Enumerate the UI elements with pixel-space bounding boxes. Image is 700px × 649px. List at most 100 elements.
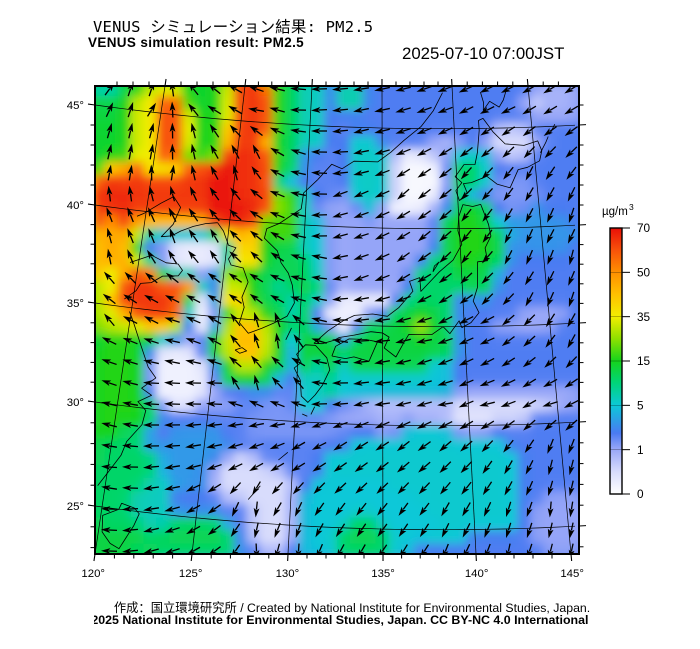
pm25-cell xyxy=(375,135,390,151)
pm25-cell xyxy=(104,86,119,98)
pm25-cell xyxy=(220,425,235,440)
pm25-cell xyxy=(530,438,545,453)
pm25-cell xyxy=(375,214,390,230)
pm25-cell xyxy=(143,543,158,554)
pm25-cell xyxy=(117,425,132,440)
pm25-cell xyxy=(427,464,442,480)
pm25-cell xyxy=(195,398,210,414)
pm25-cell xyxy=(349,543,364,554)
pm25-cell xyxy=(79,215,93,229)
pm25-cell xyxy=(375,175,390,190)
pm25-cell xyxy=(504,306,519,322)
pm25-cell xyxy=(569,135,579,151)
pm25-cell xyxy=(117,385,132,401)
pm25-cell xyxy=(402,557,416,571)
pm25-cell xyxy=(324,109,339,124)
pm25-cell xyxy=(169,109,184,124)
pm25-cell xyxy=(427,188,442,203)
pm25-cell xyxy=(582,346,596,360)
pm25-cell xyxy=(349,175,364,190)
pm25-cell xyxy=(582,202,596,216)
pm25-cell xyxy=(130,425,145,440)
pm25-cell xyxy=(298,491,313,506)
pm25-cell xyxy=(195,201,210,216)
pm25-cell xyxy=(195,438,210,453)
pm25-cell xyxy=(233,451,248,466)
pm25-cell xyxy=(504,398,519,414)
meridian-line xyxy=(287,86,313,554)
pm25-cell xyxy=(427,162,442,177)
pm25-cell xyxy=(169,346,184,361)
pm25-cell xyxy=(95,412,106,427)
pm25-cell xyxy=(298,227,313,243)
parallel-line xyxy=(95,302,576,328)
pm25-cell xyxy=(388,148,403,164)
pm25-cell xyxy=(530,398,545,414)
pm25-cell xyxy=(95,214,106,230)
pm25-cell xyxy=(259,464,274,480)
pm25-cell xyxy=(233,188,248,203)
pm25-cell xyxy=(259,162,274,177)
pm25-cell xyxy=(543,346,558,361)
pm25-cell xyxy=(362,359,377,374)
pm25-cell xyxy=(414,109,429,124)
pm25-cell xyxy=(233,412,248,427)
coastline xyxy=(432,261,440,273)
pm25-cell xyxy=(543,306,558,322)
pm25-cell xyxy=(298,425,313,440)
pm25-cell xyxy=(504,175,519,190)
pm25-cell xyxy=(182,162,197,177)
pm25-cell xyxy=(220,188,235,203)
pm25-cell xyxy=(208,385,223,401)
pm25-cell xyxy=(349,385,364,401)
pm25-cell xyxy=(349,135,364,151)
pm25-cell xyxy=(195,464,210,480)
pm25-cell xyxy=(324,280,339,295)
pm25-cell xyxy=(362,254,377,269)
pm25-cell xyxy=(556,320,571,335)
pm25-cell xyxy=(95,280,106,295)
pm25-cell xyxy=(182,254,197,269)
pm25-cell xyxy=(324,267,339,282)
pm25-cell xyxy=(156,227,171,243)
pm25-cell xyxy=(401,241,416,256)
pm25-cell xyxy=(337,70,351,84)
pm25-cell xyxy=(195,425,210,440)
pm25-cell xyxy=(466,122,481,137)
pm25-cell xyxy=(285,438,300,453)
pm25-cell xyxy=(169,451,184,466)
pm25-cell xyxy=(349,320,364,335)
pm25-cell xyxy=(427,267,442,282)
pm25-cell xyxy=(156,122,171,137)
pm25-cell xyxy=(156,320,171,335)
pm25-cell xyxy=(556,477,571,493)
pm25-cell xyxy=(285,385,300,401)
pm25-cell xyxy=(220,385,235,401)
pm25-cell xyxy=(337,491,352,506)
pm25-cell xyxy=(530,543,545,554)
pm25-cell xyxy=(427,359,442,374)
pm25-cell xyxy=(259,346,274,361)
pm25-cell xyxy=(478,241,493,256)
pm25-cell xyxy=(530,333,545,348)
pm25-cell xyxy=(530,267,545,282)
pm25-cell xyxy=(298,241,313,256)
pm25-cell xyxy=(491,293,506,309)
pm25-cell xyxy=(298,438,313,453)
pm25-cell xyxy=(556,333,571,348)
pm25-cell xyxy=(285,359,300,374)
pm25-cell xyxy=(427,385,442,401)
pm25-cell xyxy=(582,491,596,505)
pm25-cell xyxy=(543,267,558,282)
pm25-cell xyxy=(104,188,119,203)
pm25-cell xyxy=(491,188,506,203)
pm25-cell xyxy=(556,530,571,545)
pm25-cell xyxy=(117,267,132,282)
pm25-cell xyxy=(143,188,158,203)
pm25-cell xyxy=(556,306,571,322)
pm25-cell xyxy=(543,175,558,190)
pm25-cell xyxy=(220,214,235,230)
pm25-cell xyxy=(156,135,171,151)
pm25-cell xyxy=(388,517,403,532)
pm25-cell xyxy=(337,86,352,98)
